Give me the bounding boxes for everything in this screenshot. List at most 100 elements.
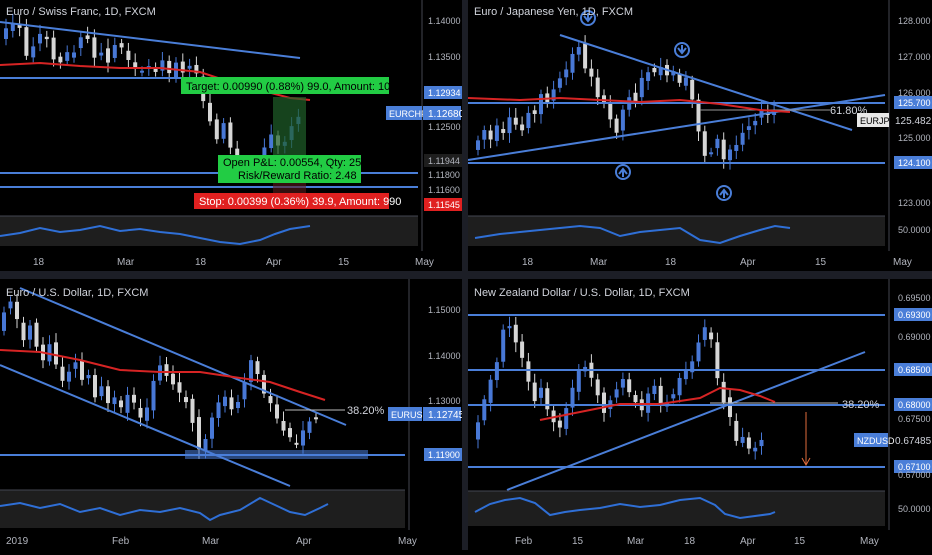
price-tick-label: 0.69000 [898,332,931,342]
panel-eurchf[interactable]: Target: 0.00990 (0.88%) 99.0, Amount: 10… [0,0,465,271]
candle-body [526,361,531,382]
eurusd-symbol: EURUSD [391,410,430,420]
candle-body [494,125,499,141]
candle-body [153,67,158,72]
candle-body [614,118,619,133]
candle-body [208,102,212,122]
candle-body [236,402,240,409]
candle-body [589,68,594,77]
up-arrow-icon [615,164,631,180]
candle-body [92,37,97,58]
candle-body [564,408,569,429]
eurusd-symbol-badge [388,407,422,421]
candle-body [526,112,531,129]
candle-body [288,428,292,438]
eurjpy-current-price: 125.482 [895,116,932,127]
panel-eurjpy[interactable]: 61.80% 128.000127.000126.000125.700125.0… [467,0,932,271]
eurusd-lower-channel[interactable] [0,364,291,487]
candle-body [133,62,138,69]
candle-body [683,370,688,380]
date-tick-label: Apr [740,536,756,547]
candle-body [608,103,613,120]
candle-body [545,388,550,410]
eurjpy-descending-trendline[interactable] [559,34,853,131]
horizontal-divider[interactable] [0,271,932,279]
candle-body [255,361,260,375]
eurchf-price-badge [423,106,461,120]
down-arrow-icon [674,42,690,58]
candle-body [570,387,575,408]
candle-body [44,36,49,40]
eurusd-support-zone[interactable] [185,450,368,459]
price-tick-label: 50.0000 [898,225,931,235]
nzdusd-ascending-trendline[interactable] [506,351,866,491]
candle-body [696,99,701,132]
candle-body [690,79,695,100]
price-tick-label: 125.000 [898,133,931,143]
candle-body [167,60,172,74]
candle-body [620,109,625,131]
price-tick-label: 1.14000 [428,351,461,361]
eurchf-open-pl-label: Open P&L: 0.00554, Qty: 2506 [223,157,373,169]
candle-body [171,373,175,385]
date-tick-label: 15 [794,536,806,547]
eurjpy-ascending-trendline[interactable] [467,94,886,161]
eurjpy-ema-line [467,96,791,113]
candle-body [112,44,117,58]
nzdusd-oscillator-area [468,491,885,526]
candle-body [696,342,701,362]
price-tick-label: 1.11944 [428,156,460,166]
candle-body [119,43,124,48]
candle-body [494,362,499,381]
price-tick-label: 127.000 [898,52,931,62]
candle-body [576,371,581,392]
price-tick-label: 1.13500 [428,52,461,62]
nzdusd-candles [476,316,764,460]
date-tick-label: May [860,536,879,547]
candle-body [214,119,219,140]
price-tick-label: 1.14000 [428,16,461,26]
candle-body [140,70,144,73]
candle-body [160,60,165,71]
date-tick-label: Mar [117,257,135,268]
candle-body [532,382,537,402]
candle-body [520,124,525,131]
eurchf-date-ticks: 18 Mar 18 Apr 15 May [33,257,434,268]
eurchf-upper-trendline[interactable] [0,21,301,59]
date-tick-label: Mar [202,536,220,547]
candle-body [539,387,543,398]
eurjpy-date-ticks: 18 Mar 18 Apr 15 May [522,257,912,268]
candle-body [583,43,588,69]
candle-body [671,394,676,399]
date-tick-label: May [398,536,417,547]
panel-nzdusd[interactable]: 38.20% 0.69500 0.69300 0.69000 0.68500 0.680… [468,279,932,550]
price-tick-label: 123.000 [898,198,931,208]
date-tick-label: 18 [195,257,207,268]
date-tick-label: 2019 [6,536,29,547]
candle-body [99,386,104,397]
price-tick-label: 0.67000 [898,470,931,480]
candle-body [60,366,65,381]
eurusd-upper-channel[interactable] [19,287,347,426]
candle-body [570,53,575,73]
candle-body [482,130,487,140]
date-tick-label: 18 [522,257,534,268]
candle-body [690,361,695,373]
price-tick-badge [894,308,932,321]
nzdusd-symbol: NZDUSD [857,436,895,446]
candle-body [488,130,493,140]
candle-body [112,397,117,405]
candle-body [275,404,279,419]
price-tick-label: 1.11800 [428,170,460,180]
candle-body [614,389,619,398]
price-tick-badge [424,154,464,167]
panel-eurusd[interactable]: 38.20% 1.15000 1.14000 1.13000 1.11900 EURU… [0,279,465,550]
date-tick-label: Mar [627,536,645,547]
price-tick-label: 1.13000 [428,396,461,406]
price-tick-badge [894,96,932,109]
nzdusd-date-ticks: Feb 15 Mar 18 Apr 15 May [515,536,879,547]
candle-body [242,382,247,400]
eurjpy-up-arrow-marker-2 [716,185,732,201]
candle-body [551,89,556,101]
